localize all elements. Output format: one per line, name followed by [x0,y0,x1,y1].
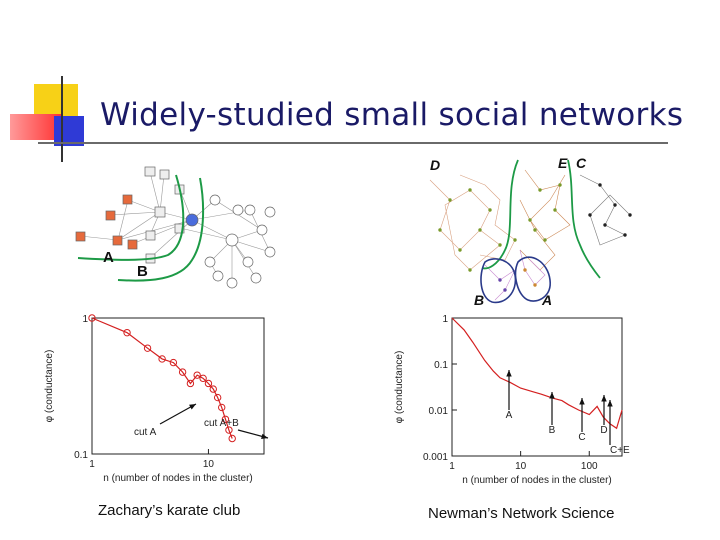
science-divider-ec [567,159,601,279]
science-divider-de [481,159,519,270]
science-chart-ytick-label: 1 [442,314,448,325]
karate-chart-point [88,314,96,322]
karate-annotation-cut-ab: cut A+B [204,418,239,429]
science-label-e: E [558,155,568,171]
karate-chart-point [213,393,222,402]
karate-chart-point [225,426,233,434]
science-label-b: B [474,292,484,308]
title-rule [38,142,668,144]
logo-blue-square [54,116,84,146]
karate-chart-point [178,368,187,376]
karate-annotation-cut-a: cut A [134,427,157,438]
karate-cut-a-arrow-head [189,404,196,410]
science-chart-frame [451,317,623,457]
science-boundary-b [480,258,517,304]
karate-chart-point [204,379,213,388]
karate-chart-point [143,344,152,352]
slide-title: Widely-studied small social networks [100,97,684,133]
science-chart-series-line [451,317,623,430]
science-annotation-1: B [549,425,556,436]
karate-chart-point [193,371,201,379]
karate-chart-point [169,358,178,367]
science-network-cluster-d [429,174,516,271]
karate-chart-xlabel: n (number of nodes in the cluster) [103,473,253,484]
karate-chart-point [221,415,230,423]
science-annotation-2: C [578,432,585,443]
left-caption: Zachary’s karate club [98,502,241,519]
science-label-a: A [541,292,552,308]
karate-cut-a-arrow-line [159,403,197,425]
right-caption: Newman’s Network Science [428,505,615,522]
science-boundary-a [514,256,551,302]
karate-chart-point [199,374,207,383]
science-chart-xtick-label: 10 [515,461,527,472]
karate-cut-ab-arrow-head [261,433,268,439]
science-chart-xtick-label: 1 [449,461,455,472]
science-chart-ytick-label: 0.1 [434,360,448,371]
science-annotation-0: A [506,410,513,421]
karate-chart-point [228,434,236,443]
karate-chart-xtick-label: 1 [89,459,95,470]
karate-label-b: B [137,263,148,280]
karate-cut-a-curve [77,174,185,261]
logo-red-bar [10,114,62,140]
karate-cut-b-curve [117,177,205,282]
karate-chart-ytick-label: 1 [82,314,88,325]
logo-vertical-line [61,76,63,162]
science-annotation-arrow-3-head [601,395,607,402]
science-annotation-arrow-2-head [579,398,585,405]
science-chart-xlabel: n (number of nodes in the cluster) [462,475,612,486]
science-chart-xtick-label: 100 [581,461,598,472]
science-annotation-arrow-0-head [506,370,512,377]
science-chart-ylabel: φ (conductance) [394,351,405,424]
science-annotation-4: C+E [610,445,630,456]
science-label-d: D [430,157,440,173]
karate-chart-point [158,355,166,363]
science-annotation-3: D [600,425,607,436]
science-network-nodes [438,183,632,292]
karate-chart-point [123,328,131,337]
karate-chart-point [218,403,226,412]
karate-chart-frame [91,317,265,455]
science-chart-ytick-label: 0.001 [423,452,448,463]
karate-label-a: A [103,249,114,266]
karate-chart-ytick-label: 0.1 [74,450,88,461]
karate-chart-point [186,379,195,388]
karate-chart-xtick-label: 10 [203,459,215,470]
karate-chart-point [209,385,217,393]
karate-chart-ylabel: φ (conductance) [44,350,55,423]
science-chart-ytick-label: 0.01 [429,406,449,417]
science-label-c: C [576,155,587,171]
science-annotation-arrow-1-head [549,392,555,399]
karate-network-nodes [75,166,276,289]
science-annotation-arrow-4-head [607,400,613,407]
